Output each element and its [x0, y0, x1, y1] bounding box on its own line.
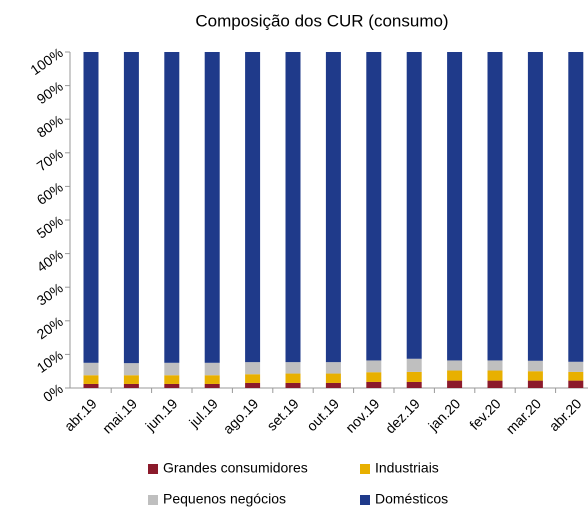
- y-tick-label: 100%: [27, 44, 66, 78]
- bar-segment: [123, 375, 139, 384]
- legend-label: Pequenos negócios: [163, 491, 286, 507]
- bar-segment: [83, 383, 99, 388]
- bar-segment: [487, 360, 503, 371]
- x-tick-label: jun.19: [142, 395, 181, 434]
- bar-segment: [568, 371, 584, 381]
- bar-segment: [123, 52, 139, 364]
- bar-segment: [164, 362, 180, 376]
- bar-segment: [366, 360, 382, 373]
- bar-segment: [325, 382, 341, 388]
- bar-segment: [487, 370, 503, 381]
- bar-segment: [204, 362, 220, 376]
- bar-segment: [325, 52, 341, 363]
- legend-label: Domésticos: [375, 491, 448, 507]
- y-tick-label: 50%: [34, 212, 66, 241]
- bar-segment: [366, 381, 382, 388]
- bar-segment: [447, 52, 463, 361]
- x-tick-label: abr.20: [546, 395, 585, 434]
- y-tick-label: 40%: [34, 246, 66, 275]
- legend-swatch: [148, 464, 158, 474]
- y-tick-label: 10%: [34, 347, 66, 376]
- bar-segment: [406, 371, 422, 382]
- x-tick-label: abr.19: [61, 395, 100, 434]
- bar-segment: [164, 52, 180, 363]
- y-tick-label: 60%: [34, 179, 66, 208]
- x-tick-label: ago.19: [220, 395, 262, 437]
- legend-swatch: [360, 464, 370, 474]
- bar-segment: [527, 380, 543, 388]
- bar-segment: [447, 360, 463, 371]
- bar-segment: [164, 383, 180, 388]
- x-tick-label: mai.19: [99, 395, 140, 436]
- bar-segment: [285, 52, 301, 363]
- bar-segment: [527, 360, 543, 372]
- bar-segment: [245, 382, 261, 388]
- bar-segment: [204, 383, 220, 388]
- x-tick-label: jan.20: [424, 395, 463, 434]
- bar-segment: [487, 380, 503, 388]
- bar-segment: [406, 358, 422, 372]
- legend-label: Industriais: [375, 460, 439, 476]
- bar-segment: [123, 383, 139, 388]
- x-tick-label: out.19: [303, 395, 342, 434]
- bar-segment: [568, 380, 584, 388]
- bar-segment: [83, 375, 99, 384]
- bar-segment: [285, 382, 301, 388]
- bar-segment: [164, 375, 180, 384]
- bar-segment: [245, 362, 261, 375]
- bar-segment: [527, 52, 543, 361]
- y-tick-label: 80%: [34, 112, 66, 141]
- bar-segment: [447, 370, 463, 381]
- x-tick-label: jul.19: [185, 395, 221, 431]
- bar-segment: [406, 52, 422, 359]
- bar-segment: [325, 362, 341, 374]
- bar-segment: [83, 52, 99, 363]
- x-tick-label: nov.19: [342, 395, 382, 435]
- bar-segment: [406, 381, 422, 388]
- y-tick-label: 90%: [34, 78, 66, 107]
- x-tick-label: fev.20: [466, 395, 504, 433]
- legend-label: Grandes consumidores: [163, 460, 308, 476]
- y-tick-label: 30%: [34, 280, 66, 309]
- bar-segment: [285, 373, 301, 383]
- bar-segment: [204, 375, 220, 384]
- bar-segment: [83, 362, 99, 376]
- legend-swatch: [360, 495, 370, 505]
- chart-title: Composição dos CUR (consumo): [195, 11, 448, 30]
- bar-segment: [245, 374, 261, 383]
- y-tick-label: 20%: [34, 313, 66, 342]
- bar-segment: [527, 371, 543, 381]
- bar-segment: [366, 372, 382, 382]
- legend-swatch: [148, 495, 158, 505]
- y-tick-label: 70%: [34, 145, 66, 174]
- bar-segment: [204, 52, 220, 363]
- bar-segment: [447, 380, 463, 388]
- bar-segment: [568, 52, 584, 362]
- bar-segment: [366, 52, 382, 361]
- bar-segment: [325, 373, 341, 383]
- bar-segment: [123, 363, 139, 376]
- x-tick-label: set.19: [263, 395, 301, 433]
- x-tick-label: dez.19: [382, 395, 423, 436]
- bar-segment: [568, 361, 584, 372]
- x-tick-label: mar.20: [503, 395, 545, 437]
- bar-segment: [487, 52, 503, 361]
- bar-segment: [285, 362, 301, 374]
- y-tick-label: 0%: [40, 380, 66, 405]
- bar-segment: [245, 52, 261, 363]
